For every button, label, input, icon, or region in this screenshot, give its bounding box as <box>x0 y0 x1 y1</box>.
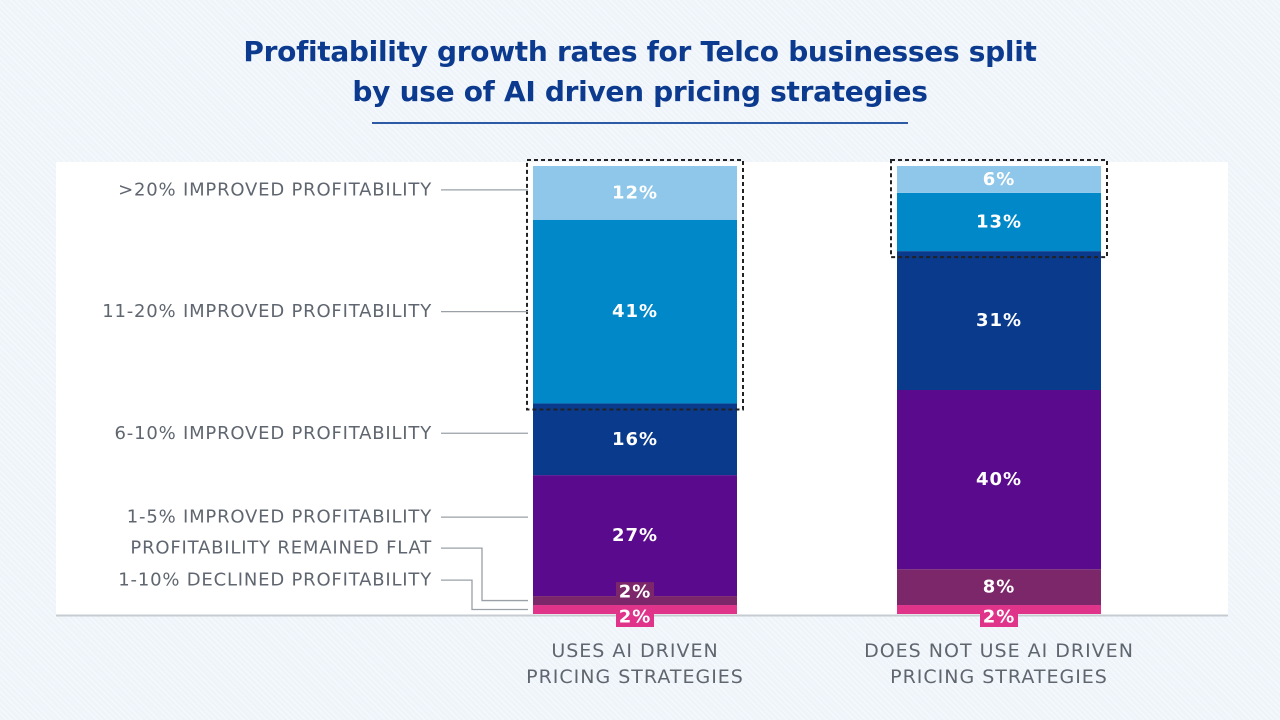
category-label-no-ai-line-2: PRICING STRATEGIES <box>890 666 1108 688</box>
highlight-box-uses-ai <box>526 159 744 411</box>
title-underline <box>372 122 908 124</box>
value-label-no-ai-6-10-improved-profitability: 31% <box>976 310 1022 331</box>
value-label-no-ai-11-20-improved-profitability: 13% <box>976 212 1022 233</box>
value-label-uses-ai-20-improved-profitability: 12% <box>612 182 658 203</box>
bar-segment-no-ai-20-improved-profitability <box>897 166 1101 193</box>
chart-title: Profitability growth rates for Telco bus… <box>0 32 1280 112</box>
row-label-11-20-improved-profitability: 11-20% IMPROVED PROFITABILITY <box>102 301 432 322</box>
row-label-20-improved-profitability: >20% IMPROVED PROFITABILITY <box>118 179 432 200</box>
bar-segment-uses-ai-1-5-improved-profitability <box>533 475 737 597</box>
highlight-box-no-ai <box>890 159 1108 259</box>
bar-segment-no-ai-6-10-improved-profitability <box>897 251 1101 390</box>
row-label-1-10-declined-profitability: 1-10% DECLINED PROFITABILITY <box>118 570 432 591</box>
row-label-1-5-improved-profitability: 1-5% IMPROVED PROFITABILITY <box>127 507 432 528</box>
row-label-6-10-improved-profitability: 6-10% IMPROVED PROFITABILITY <box>115 423 433 444</box>
value-badge-no-ai-1-10-declined-profitability <box>980 607 1018 627</box>
value-badge-uses-ai-1-10-declined-profitability <box>616 607 654 627</box>
value-label-uses-ai-11-20-improved-profitability: 41% <box>612 301 658 322</box>
value-label-uses-ai-1-5-improved-profitability: 27% <box>612 525 658 546</box>
value-badge-uses-ai-profitability-remained-flat <box>616 582 654 603</box>
bar-segment-no-ai-1-5-improved-profitability <box>897 390 1101 570</box>
chart-title-line-1: Profitability growth rates for Telco bus… <box>243 35 1037 68</box>
leader-line-profitability-remained-flat <box>441 547 528 602</box>
bar-segment-uses-ai-6-10-improved-profitability <box>533 403 737 476</box>
value-label-no-ai-1-5-improved-profitability: 40% <box>976 469 1022 490</box>
category-label-uses-ai-line-1: USES AI DRIVEN <box>551 640 718 662</box>
value-label-uses-ai-profitability-remained-flat: 2% <box>619 582 652 603</box>
bar-segment-no-ai-profitability-remained-flat <box>897 569 1101 606</box>
value-label-uses-ai-6-10-improved-profitability: 16% <box>612 429 658 450</box>
category-label-uses-ai-line-2: PRICING STRATEGIES <box>526 666 744 688</box>
bar-segment-uses-ai-11-20-improved-profitability <box>533 219 737 404</box>
chart-title-line-2: by use of AI driven pricing strategies <box>352 75 928 108</box>
row-label-profitability-remained-flat: PROFITABILITY REMAINED FLAT <box>130 538 432 559</box>
bar-segment-no-ai-11-20-improved-profitability <box>897 192 1101 252</box>
leader-line-1-10-declined-profitability <box>441 579 528 611</box>
bar-segment-uses-ai-20-improved-profitability <box>533 166 737 220</box>
category-label-no-ai-line-1: DOES NOT USE AI DRIVEN <box>864 640 1134 662</box>
value-label-uses-ai-1-10-declined-profitability: 2% <box>619 607 652 628</box>
value-label-no-ai-profitability-remained-flat: 8% <box>983 577 1016 598</box>
value-label-no-ai-1-10-declined-profitability: 2% <box>983 607 1016 628</box>
value-label-no-ai-20-improved-profitability: 6% <box>983 169 1016 190</box>
